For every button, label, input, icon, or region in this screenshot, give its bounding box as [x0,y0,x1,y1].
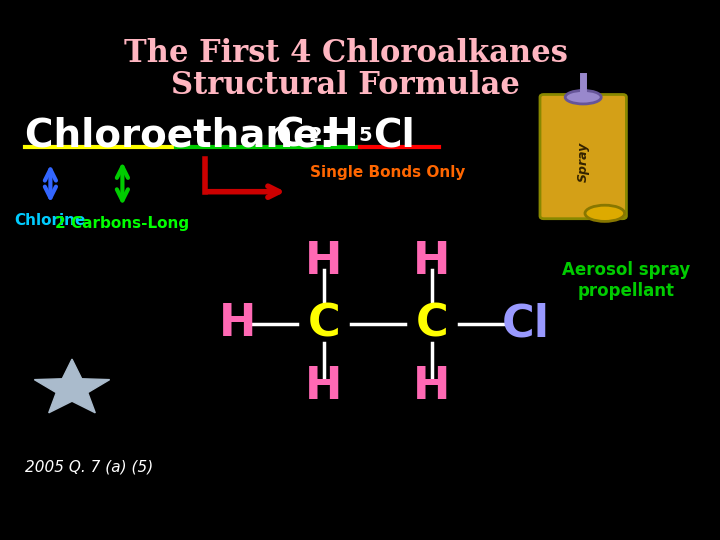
Ellipse shape [565,91,601,104]
Text: Structural Formulae: Structural Formulae [171,70,520,101]
Text: H: H [305,364,343,408]
Text: C: C [275,116,304,154]
Text: C: C [415,302,449,346]
FancyBboxPatch shape [540,94,626,219]
Polygon shape [35,359,109,413]
Text: Chloroethane:: Chloroethane: [25,116,348,154]
Text: Spray: Spray [577,142,590,182]
Text: Chlorine: Chlorine [14,213,86,228]
Text: The First 4 Chloroalkanes: The First 4 Chloroalkanes [124,38,567,69]
Text: H: H [325,116,358,154]
Text: H: H [305,240,343,284]
Text: H: H [413,240,451,284]
Text: 5: 5 [359,126,372,145]
Text: H: H [413,364,451,408]
Text: 2: 2 [308,126,322,145]
Text: Cl: Cl [373,116,415,154]
Text: 2005 Q. 7 (a) (5): 2005 Q. 7 (a) (5) [25,459,153,474]
Text: H: H [219,302,256,346]
Text: Cl: Cl [502,302,549,346]
Text: C: C [307,302,341,346]
Text: Single Bonds Only: Single Bonds Only [310,165,465,180]
Ellipse shape [585,205,625,221]
Text: 2 Carbons-Long: 2 Carbons-Long [55,216,189,231]
Text: Aerosol spray
propellant: Aerosol spray propellant [562,261,690,300]
